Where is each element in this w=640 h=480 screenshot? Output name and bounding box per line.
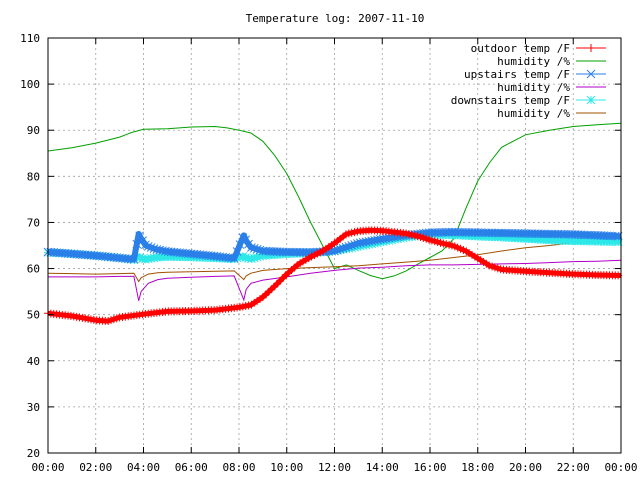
data-point: [247, 243, 256, 252]
x-tick-label: 08:00: [222, 461, 255, 474]
legend-label: humidity /%: [497, 107, 570, 120]
data-point: [252, 244, 262, 254]
y-tick-label: 80: [27, 170, 40, 183]
data-point: [232, 247, 242, 256]
data-point: [155, 245, 165, 255]
grid: [48, 38, 621, 453]
legend-label: upstairs temp /F: [464, 68, 570, 81]
chart-title: Temperature log: 2007-11-10: [246, 12, 425, 25]
data-point: [229, 254, 239, 263]
data-point: [347, 241, 357, 250]
x-tick-label: 14:00: [366, 461, 399, 474]
data-point: [353, 239, 362, 248]
series-line: [47, 239, 622, 283]
x-tick-label: 06:00: [175, 461, 208, 474]
series-1: [44, 226, 623, 325]
y-tick-label: 40: [27, 355, 40, 368]
legend-label: humidity /%: [497, 55, 570, 68]
data-point: [610, 231, 620, 241]
x-tick-label: 00:00: [31, 461, 64, 474]
data-point: [341, 242, 351, 252]
data-point: [333, 245, 342, 255]
data-point: [350, 240, 359, 249]
x-tick-label: 02:00: [79, 461, 112, 474]
data-point: [126, 254, 136, 264]
y-tick-label: 100: [20, 78, 40, 91]
x-tick-label: 22:00: [557, 461, 590, 474]
legend-entry: upstairs temp /F: [464, 68, 606, 81]
data-point: [338, 243, 348, 253]
legend-label: downstairs temp /F: [451, 94, 570, 107]
y-tick-label: 90: [27, 124, 40, 137]
data-point: [143, 242, 153, 251]
legend-label: humidity /%: [497, 81, 570, 94]
legend-entry: humidity /%: [497, 55, 606, 68]
data-point: [146, 243, 156, 252]
data-point: [235, 240, 245, 249]
x-tick-label: 00:00: [604, 461, 637, 474]
series-3: [43, 227, 623, 264]
x-tick-label: 16:00: [413, 461, 446, 474]
axes: 20 30 40 50 60 70 80 90 100 110 00:00 02:00 04:00 06:…: [20, 32, 637, 474]
y-tick-label: 110: [20, 32, 40, 45]
data-point: [135, 231, 145, 241]
x-tick-label: 12:00: [318, 461, 351, 474]
data-point: [141, 240, 150, 250]
x-tick-label: 10:00: [270, 461, 303, 474]
data-point: [335, 244, 345, 254]
series-6: [47, 239, 622, 283]
data-point: [241, 235, 251, 245]
legend-marker: [586, 95, 596, 105]
x-tick-label: 04:00: [127, 461, 160, 474]
legend-label: outdoor temp /F: [471, 42, 570, 55]
y-tick-label: 50: [27, 309, 40, 322]
legend-entry: downstairs temp /F: [451, 94, 606, 107]
y-tick-label: 60: [27, 263, 40, 276]
series-line: [48, 259, 622, 302]
legend-entry: humidity /%: [497, 81, 606, 94]
y-tick-label: 70: [27, 216, 40, 229]
data-point: [152, 245, 162, 254]
data-point: [344, 241, 354, 251]
legend-marker: [587, 44, 595, 52]
series-layer: [43, 122, 623, 325]
data-point: [129, 254, 139, 264]
legend-entry: humidity /%: [497, 107, 606, 120]
data-point: [227, 253, 236, 263]
x-tick-label: 18:00: [461, 461, 494, 474]
series-4: [48, 259, 622, 302]
data-point: [249, 244, 259, 253]
y-tick-label: 30: [27, 401, 40, 414]
legend-marker: [586, 69, 596, 79]
data-point: [132, 239, 142, 249]
x-tick-label: 20:00: [509, 461, 542, 474]
y-tick-label: 20: [27, 447, 40, 460]
data-point: [149, 244, 159, 253]
legend-entry: outdoor temp /F: [471, 42, 606, 55]
